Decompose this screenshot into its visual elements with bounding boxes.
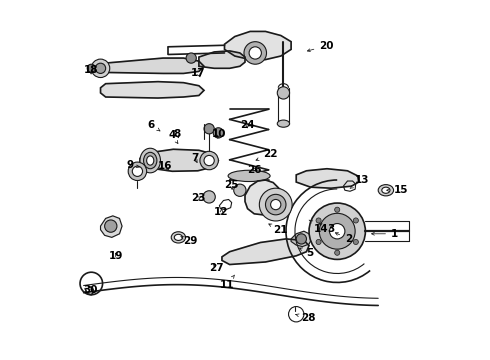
Polygon shape	[296, 169, 359, 188]
Polygon shape	[140, 149, 219, 171]
Circle shape	[200, 151, 219, 170]
Ellipse shape	[147, 156, 154, 165]
Text: 7: 7	[191, 153, 198, 163]
Text: 1: 1	[371, 229, 398, 239]
Text: 11: 11	[220, 275, 235, 290]
Polygon shape	[222, 239, 309, 265]
Polygon shape	[199, 51, 245, 68]
Circle shape	[186, 53, 196, 63]
Ellipse shape	[378, 185, 393, 196]
Circle shape	[296, 234, 306, 244]
Text: 10: 10	[212, 129, 226, 139]
Text: 16: 16	[158, 161, 172, 171]
Circle shape	[353, 218, 358, 223]
Circle shape	[353, 239, 358, 244]
Polygon shape	[100, 216, 122, 237]
Text: 8: 8	[173, 129, 180, 139]
Circle shape	[277, 87, 290, 99]
Circle shape	[330, 224, 345, 239]
Text: 30: 30	[84, 285, 98, 295]
Text: 15: 15	[387, 185, 408, 195]
Text: 3: 3	[319, 223, 334, 234]
Circle shape	[244, 42, 267, 64]
Text: 27: 27	[209, 263, 224, 273]
Text: 29: 29	[181, 237, 198, 247]
Text: 12: 12	[214, 207, 229, 217]
Circle shape	[204, 156, 214, 166]
Circle shape	[96, 63, 106, 73]
Polygon shape	[224, 31, 291, 60]
Circle shape	[309, 203, 366, 260]
Circle shape	[335, 250, 340, 255]
Ellipse shape	[277, 120, 290, 127]
Circle shape	[105, 220, 117, 232]
Text: 21: 21	[269, 224, 288, 235]
Circle shape	[319, 213, 355, 249]
Text: 20: 20	[307, 41, 334, 51]
Text: 22: 22	[256, 149, 277, 161]
Ellipse shape	[140, 148, 160, 173]
Text: 18: 18	[84, 65, 98, 75]
Circle shape	[234, 184, 246, 197]
Ellipse shape	[174, 234, 182, 240]
Circle shape	[204, 123, 214, 134]
Circle shape	[203, 191, 215, 203]
Circle shape	[316, 218, 321, 223]
Text: 26: 26	[247, 165, 262, 175]
Circle shape	[259, 188, 292, 221]
Ellipse shape	[228, 170, 270, 181]
Circle shape	[87, 64, 96, 72]
Polygon shape	[291, 231, 312, 247]
Text: 28: 28	[296, 313, 316, 323]
Polygon shape	[100, 82, 204, 98]
Text: 2: 2	[335, 233, 352, 244]
Text: 13: 13	[350, 175, 369, 189]
Text: 23: 23	[191, 193, 206, 203]
Circle shape	[270, 199, 281, 210]
Text: 4: 4	[168, 130, 178, 143]
Circle shape	[213, 128, 223, 138]
Polygon shape	[245, 180, 282, 215]
Text: 14: 14	[309, 220, 329, 234]
Ellipse shape	[144, 152, 157, 169]
Text: 17: 17	[191, 68, 206, 78]
Text: 19: 19	[109, 251, 123, 261]
Ellipse shape	[171, 232, 186, 243]
Text: 5: 5	[299, 248, 314, 258]
Circle shape	[249, 47, 261, 59]
Circle shape	[335, 207, 340, 212]
Text: 9: 9	[126, 159, 139, 170]
Circle shape	[266, 194, 286, 215]
Ellipse shape	[382, 187, 390, 193]
Circle shape	[316, 239, 321, 244]
Text: 25: 25	[224, 180, 239, 190]
Text: 24: 24	[240, 120, 254, 130]
Circle shape	[91, 59, 110, 77]
Polygon shape	[99, 58, 204, 73]
Circle shape	[128, 162, 147, 180]
Circle shape	[132, 166, 143, 176]
Text: 6: 6	[147, 120, 160, 131]
